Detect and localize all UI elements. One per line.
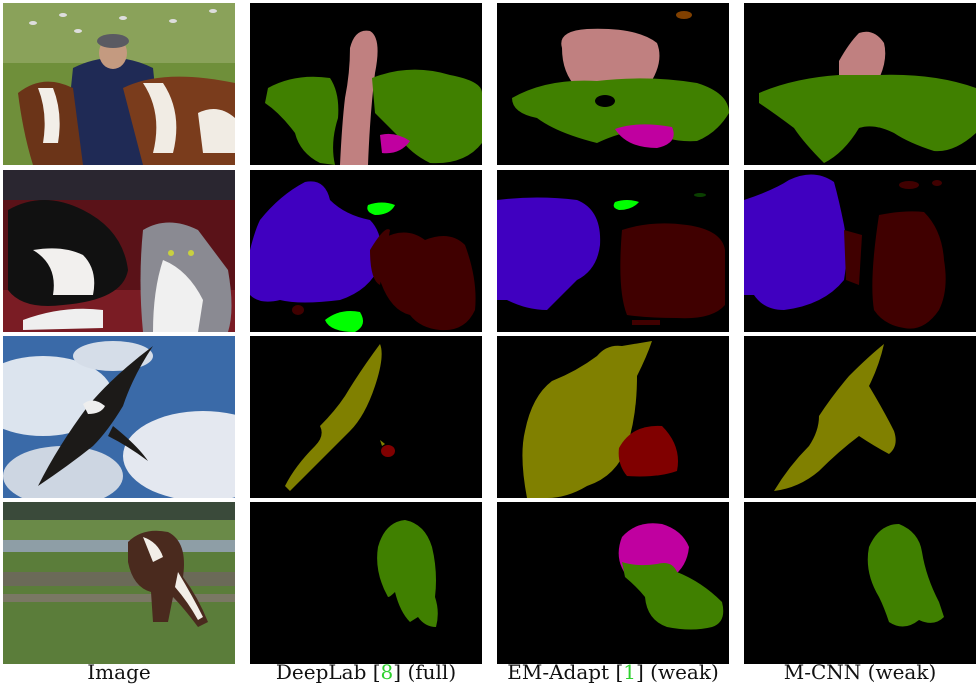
emadapt-mask-row3 [497, 336, 729, 498]
photo-man-cows [3, 3, 235, 165]
emadapt-mask-row4 [497, 502, 729, 664]
citation-link-8[interactable]: 8 [380, 660, 394, 684]
deeplab-mask-row2 [250, 170, 482, 332]
photo-grazing-cow [3, 502, 235, 664]
caption-deeplab: DeepLab [8] (full) [275, 660, 457, 684]
caption-emadapt: EM-Adapt [1] (weak) [507, 660, 719, 684]
mcnn-mask-row1 [744, 3, 976, 165]
photo-dog-cat [3, 170, 235, 332]
deeplab-mask-row4 [250, 502, 482, 664]
emadapt-mask-row1 [497, 3, 729, 165]
mcnn-mask-row4 [744, 502, 976, 664]
deeplab-mask-row3 [250, 336, 482, 498]
emadapt-mask-row2 [497, 170, 729, 332]
mcnn-mask-row3 [744, 336, 976, 498]
mcnn-mask-row2 [744, 170, 976, 332]
photo-bird-sky [3, 336, 235, 498]
citation-link-1[interactable]: 1 [623, 660, 636, 684]
caption-image: Image [87, 660, 151, 684]
caption-mcnn: M-CNN (weak) [783, 660, 937, 684]
deeplab-mask-row1 [250, 3, 482, 165]
